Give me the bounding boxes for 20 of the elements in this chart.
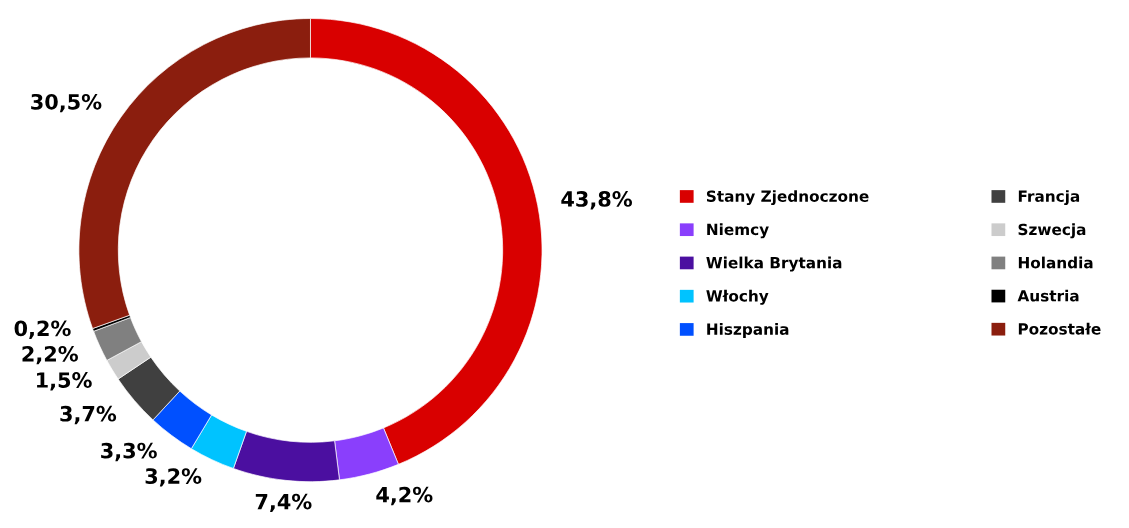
data-label: 43,8% (561, 191, 633, 210)
data-label: 0,2% (14, 320, 71, 339)
legend-label: Holandia (1018, 256, 1093, 269)
legend-label: Włochy (706, 289, 769, 305)
legend-label: Niemcy (707, 223, 769, 239)
data-label: 4,2% (376, 486, 433, 506)
legend-label: Stany Zjednoczone (706, 190, 869, 206)
legend-label: Pozostałe (1018, 322, 1101, 335)
data-label: 3,3% (101, 442, 157, 462)
legend-label: Szwecja (1018, 223, 1086, 239)
data-label: 3,7% (60, 405, 117, 425)
legend-label: Wielka Brytania (706, 256, 842, 272)
data-label: 30,5% (31, 93, 102, 113)
legend-label: Hiszpania (707, 323, 789, 338)
legend-label: Francja (1018, 190, 1080, 206)
data-label: 1,5% (37, 372, 92, 391)
data-label: 3,2% (145, 468, 202, 487)
data-label: 7,4% (255, 493, 312, 513)
legend-label: Austria (1017, 289, 1079, 302)
data-label: 2,2% (22, 345, 78, 365)
